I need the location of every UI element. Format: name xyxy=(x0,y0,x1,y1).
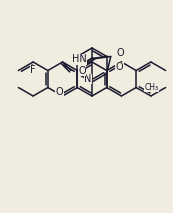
Text: O: O xyxy=(56,87,63,97)
Text: HN: HN xyxy=(72,55,87,65)
Text: N: N xyxy=(84,74,92,84)
Text: O: O xyxy=(117,49,124,59)
Text: CH₃: CH₃ xyxy=(144,83,158,92)
Text: F: F xyxy=(30,65,36,75)
Text: O: O xyxy=(78,66,86,75)
Text: O: O xyxy=(116,62,123,72)
